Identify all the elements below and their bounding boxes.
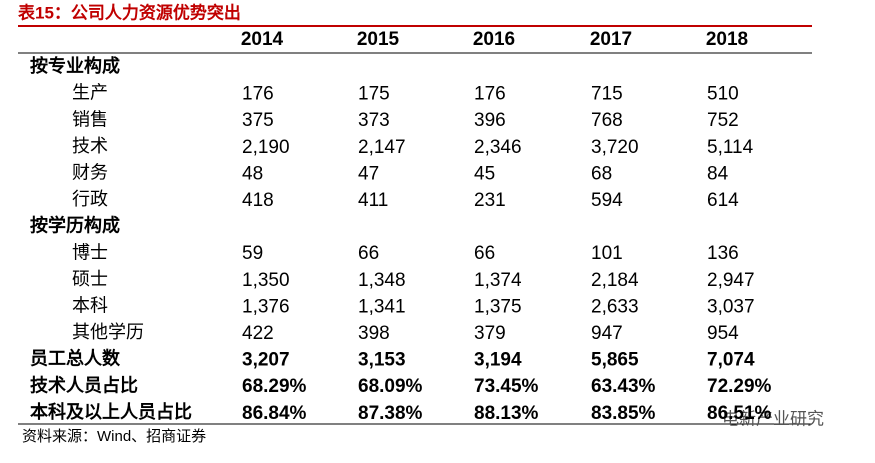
cell: 45 [474,163,495,184]
cell: 1,375 [474,296,522,317]
column-header: 2018 [706,29,748,50]
cell: 86.51% [707,403,772,424]
cell: 2,184 [591,270,639,291]
cell: 231 [474,190,506,211]
watermark: 电新产业研究 [722,409,824,428]
source-note: 资料来源：Wind、招商证券 [22,428,206,445]
cell: 47 [358,163,379,184]
group-title: 按专业构成 [30,55,120,76]
cell: 176 [242,84,274,105]
cell: 3,194 [474,350,522,371]
row-label: 员工总人数 [30,348,121,369]
cell: 101 [591,243,623,264]
row-label: 硕士 [72,269,108,289]
row-label: 行政 [72,189,108,209]
row-label: 技术人员占比 [30,374,138,395]
cell: 752 [707,110,739,131]
cell: 1,341 [358,296,406,317]
row-label: 技术 [72,136,108,156]
cell: 7,074 [707,350,755,371]
cell: 768 [591,110,623,131]
cell: 48 [242,163,263,184]
column-header: 2016 [473,29,515,50]
cell: 2,633 [591,296,639,317]
cell: 73.45% [474,376,539,397]
row-label: 本科 [72,296,108,316]
cell: 614 [707,190,739,211]
cell: 1,376 [242,296,290,317]
cell: 176 [474,84,506,105]
cell: 68.09% [358,376,423,397]
cell: 86.84% [242,403,307,424]
row-label: 财务 [72,163,108,183]
cell: 510 [707,84,739,105]
column-header: 2017 [590,29,632,50]
cell: 2,346 [474,137,522,158]
cell: 373 [358,110,390,131]
cell: 418 [242,190,274,211]
cell: 66 [358,243,379,264]
cell: 398 [358,323,390,344]
cell: 175 [358,84,390,105]
table-title: 表15：公司人力资源优势突出 [18,2,241,22]
cell: 68 [591,163,612,184]
cell: 88.13% [474,403,539,424]
cell: 66 [474,243,495,264]
cell: 2,947 [707,270,755,291]
cell: 422 [242,323,274,344]
cell: 72.29% [707,376,772,397]
cell: 136 [707,243,739,264]
group-title: 按学历构成 [30,215,120,236]
cell: 3,207 [242,350,290,371]
cell: 2,190 [242,137,290,158]
cell: 2,147 [358,137,406,158]
cell: 84 [707,163,729,184]
row-label: 生产 [72,83,108,103]
column-header: 2015 [357,29,400,50]
cell: 1,348 [358,270,406,291]
cell: 63.43% [591,376,656,397]
cell: 954 [707,323,739,344]
cell: 379 [474,323,506,344]
cell: 411 [358,190,388,211]
row-label: 其他学历 [72,322,144,342]
cell: 715 [591,84,623,105]
cell: 3,153 [358,350,406,371]
cell: 1,374 [474,270,522,291]
row-label: 本科及以上人员占比 [30,401,192,422]
row-label: 博士 [72,242,108,262]
column-header: 2014 [241,29,284,50]
row-label: 销售 [72,109,108,129]
cell: 83.85% [591,403,656,424]
cell: 5,114 [707,137,754,158]
cell: 68.29% [242,376,307,397]
cell: 5,865 [591,350,639,371]
cell: 59 [242,243,263,264]
cell: 947 [591,323,623,344]
cell: 594 [591,190,623,211]
cell: 87.38% [358,403,423,424]
cell: 375 [242,110,274,131]
cell: 3,720 [591,137,639,158]
cell: 1,350 [242,270,290,291]
cell: 396 [474,110,506,131]
cell: 3,037 [707,296,755,317]
